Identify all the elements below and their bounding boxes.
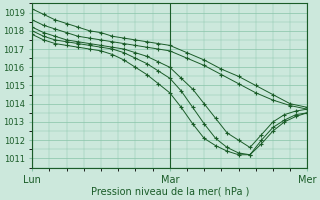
X-axis label: Pression niveau de la mer( hPa ): Pression niveau de la mer( hPa ) <box>91 187 249 197</box>
